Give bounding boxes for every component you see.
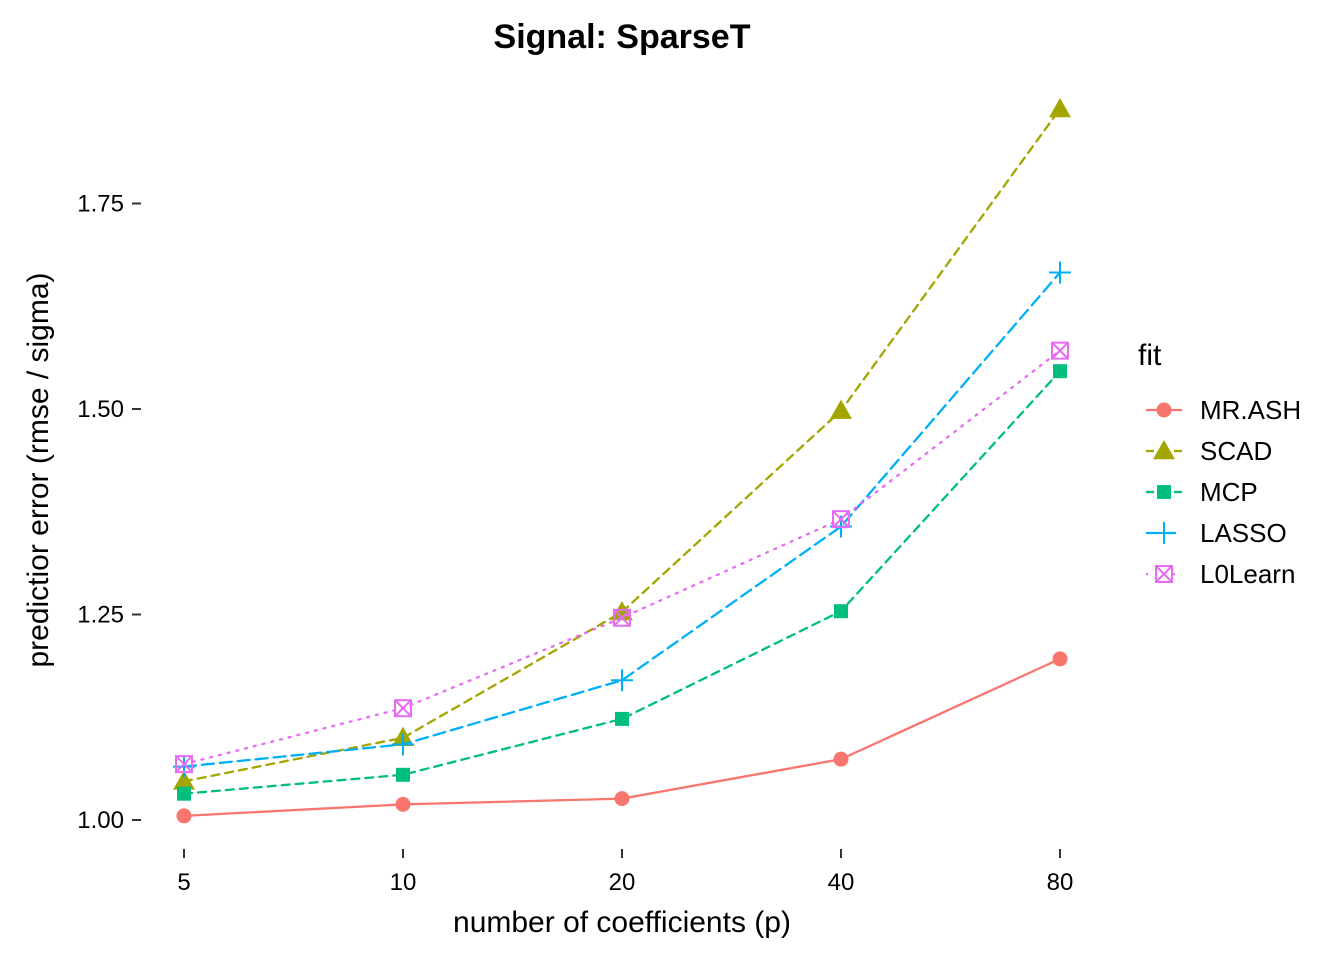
y-tick-label: 1.25 (77, 602, 124, 629)
data-point-mcp (177, 786, 191, 801)
data-point-l0learn (832, 510, 850, 529)
series-lasso (173, 261, 1071, 778)
legend-label: LASSO (1200, 518, 1287, 548)
series-line-mcp (182, 370, 1062, 795)
legend-marker (1155, 565, 1173, 583)
data-point-mr-ash (176, 808, 192, 824)
data-point-mr-ash (395, 796, 411, 812)
y-tick-label: 1.50 (77, 396, 124, 423)
data-point-lasso (392, 733, 414, 756)
plot-area (173, 97, 1071, 824)
legend-item-mcp: MCP (1146, 477, 1258, 507)
data-point-mcp (834, 604, 848, 619)
data-point-scad (173, 770, 195, 790)
data-point-l0learn (613, 608, 631, 627)
legend-item-l0learn: L0Learn (1146, 559, 1295, 589)
data-point-scad (1049, 97, 1071, 118)
y-tick-label: 1.75 (77, 191, 124, 218)
series-line-l0learn (182, 349, 1062, 766)
series-line-lasso (182, 271, 1062, 768)
data-point-scad (830, 399, 852, 419)
x-axis-label: number of coefficients (p) (453, 906, 791, 939)
data-point-mr-ash (614, 791, 630, 807)
legend-item-mr-ash: MR.ASH (1146, 395, 1301, 425)
data-point-l0learn (175, 755, 193, 774)
legend-title: fit (1138, 339, 1162, 372)
legend: fit MR.ASH SCAD MCP LASSO L0Learn (1138, 339, 1301, 589)
data-point-lasso (611, 669, 633, 692)
series-l0learn (175, 341, 1069, 774)
data-point-mr-ash (833, 751, 849, 767)
x-axis: 5 10 20 40 80 (177, 849, 1073, 896)
series-mcp (177, 364, 1067, 801)
y-axis-label: predictior error (rmse / sigma) (22, 272, 55, 667)
legend-label: MR.ASH (1200, 395, 1301, 425)
series-mr-ash (176, 651, 1068, 824)
legend-label: L0Learn (1200, 559, 1295, 589)
data-point-l0learn (394, 699, 412, 718)
data-point-l0learn (1051, 341, 1069, 360)
data-point-mcp (615, 711, 629, 726)
legend-marker (1156, 402, 1172, 418)
x-tick-label: 20 (609, 869, 636, 896)
x-tick-label: 80 (1047, 869, 1074, 896)
x-tick-label: 5 (177, 869, 190, 896)
y-tick-label: 1.00 (77, 807, 124, 834)
y-axis: 1.00 1.25 1.50 1.75 (77, 191, 141, 834)
legend-marker (1153, 440, 1175, 460)
legend-item-lasso: LASSO (1146, 518, 1287, 548)
data-point-lasso (1049, 261, 1071, 284)
x-tick-label: 10 (390, 869, 417, 896)
legend-label: MCP (1200, 477, 1258, 507)
legend-marker (1157, 485, 1171, 499)
data-point-mr-ash (1052, 651, 1068, 667)
data-point-mcp (1053, 364, 1067, 379)
data-point-mcp (396, 767, 410, 782)
legend-label: SCAD (1200, 436, 1272, 466)
x-tick-label: 40 (828, 869, 855, 896)
legend-marker (1153, 522, 1175, 544)
legend-item-scad: SCAD (1146, 436, 1272, 466)
chart-title: Signal: SparseT (494, 18, 751, 56)
